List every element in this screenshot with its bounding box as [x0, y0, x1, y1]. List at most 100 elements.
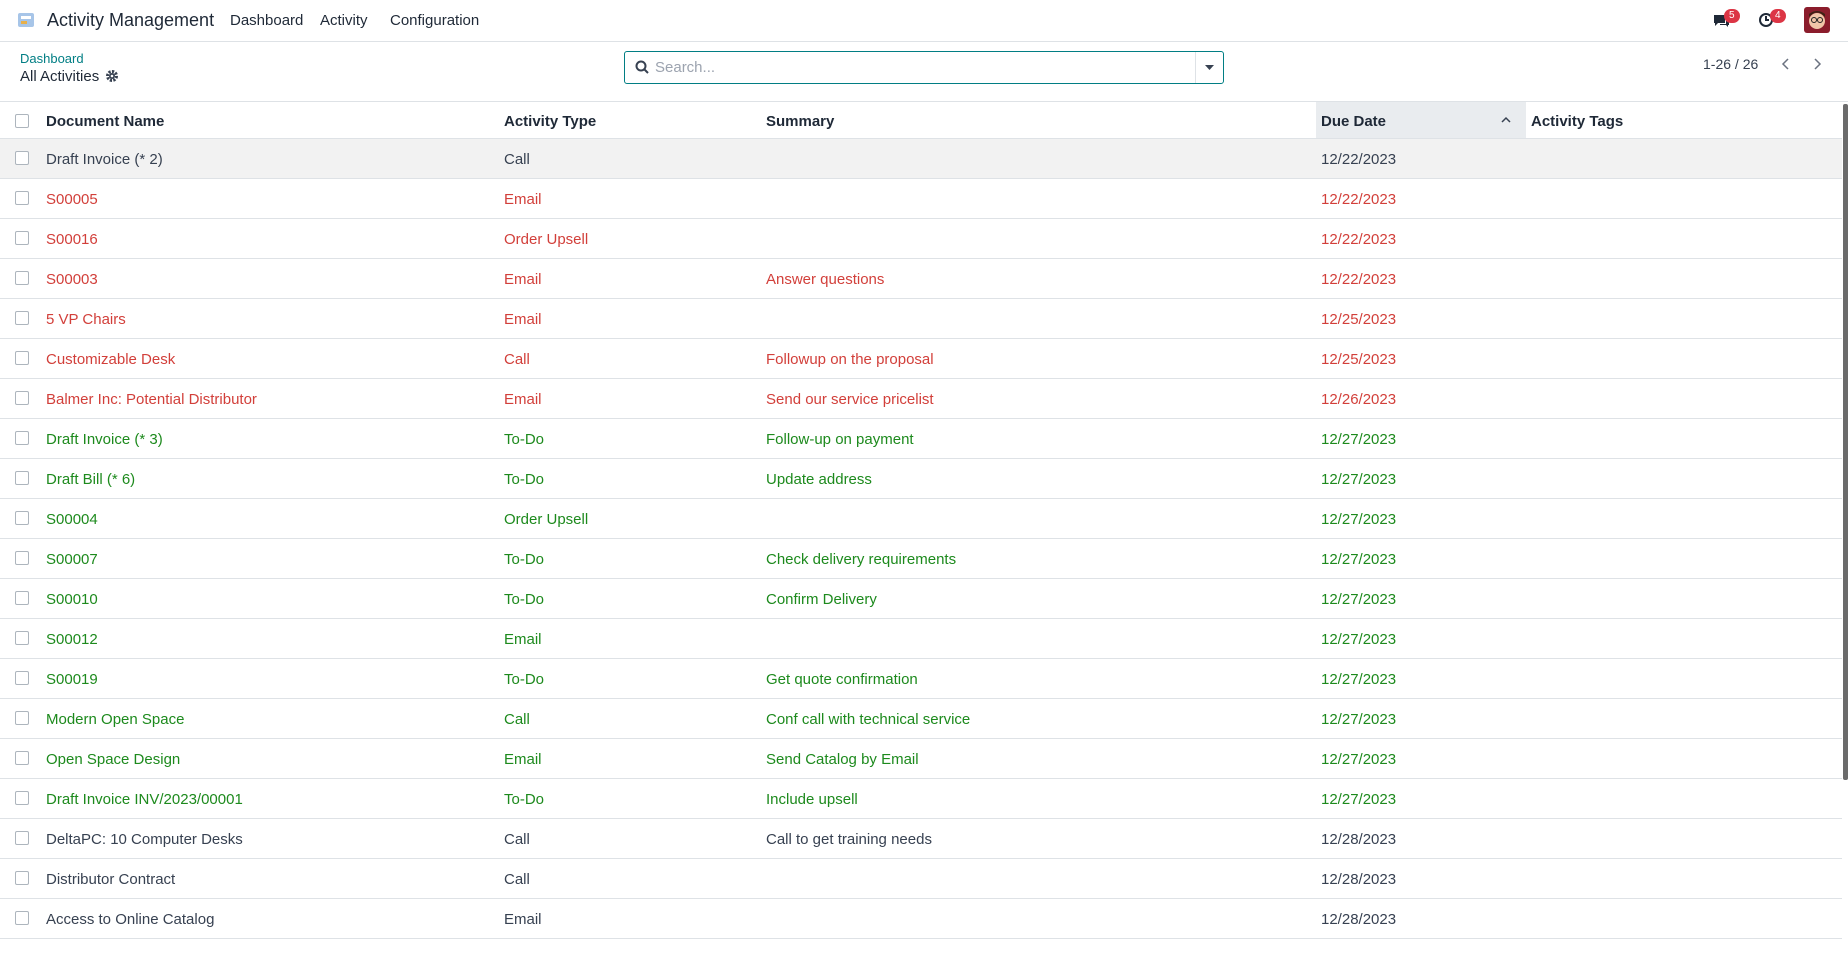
messages-badge: 5 [1724, 9, 1740, 23]
select-all[interactable] [15, 114, 29, 128]
table-row[interactable]: Draft Invoice (* 2) Call 12/22/2023 [0, 139, 1842, 179]
row-checkbox[interactable] [15, 911, 29, 925]
cell-document: Access to Online Catalog [46, 911, 215, 928]
table-row[interactable]: Modern Open Space Call Conf call with tech… [0, 699, 1842, 739]
column-header[interactable]: Summary [766, 113, 835, 130]
dropdown-caret [1205, 65, 1214, 70]
cell-due: 12/27/2023 [1321, 471, 1397, 488]
sorted-column [1316, 102, 1526, 138]
menu-item[interactable]: Activity [320, 12, 368, 29]
settings-icon[interactable] [105, 69, 119, 83]
column-header[interactable]: Due Date [1321, 113, 1387, 130]
cell-document: S00003 [46, 271, 98, 288]
cell-due: 12/27/2023 [1321, 791, 1397, 808]
search-dropdown[interactable] [1195, 52, 1223, 83]
row-checkbox[interactable] [15, 591, 29, 605]
cell-summary: Conf call with technical service [766, 711, 971, 728]
cell-type: Email [504, 311, 542, 328]
row-checkbox[interactable] [15, 831, 29, 845]
row-checkbox[interactable] [15, 551, 29, 565]
table-row[interactable]: Draft Invoice (* 3) To-Do Follow-up on pay… [0, 419, 1842, 459]
column-header[interactable]: Activity Type [504, 113, 597, 130]
cell-due: 12/22/2023 [1321, 231, 1397, 248]
row-checkbox[interactable] [15, 191, 29, 205]
table-row[interactable]: S00003 Email Answer questions 12/22/2023 [0, 259, 1842, 299]
table-row[interactable]: S00012 Email 12/27/2023 [0, 619, 1842, 659]
table-row[interactable]: S00016 Order Upsell 12/22/2023 [0, 219, 1842, 259]
cell-due: 12/27/2023 [1321, 551, 1397, 568]
table-row[interactable]: Draft Invoice INV/2023/00001 To-Do Include… [0, 779, 1842, 819]
row-checkbox[interactable] [15, 311, 29, 325]
cell-document: S00010 [46, 591, 98, 608]
search-box[interactable]: Search... [624, 51, 1224, 84]
table-row[interactable]: S00004 Order Upsell 12/27/2023 [0, 499, 1842, 539]
table-row[interactable]: S00019 To-Do Get quote confirmation 12/27/2… [0, 659, 1842, 699]
search-input[interactable]: Search... [655, 59, 716, 76]
row-checkbox[interactable] [15, 711, 29, 725]
cell-due: 12/27/2023 [1321, 711, 1397, 728]
cell-type: Order Upsell [504, 231, 589, 248]
cell-summary: Check delivery requirements [766, 551, 957, 568]
cell-due: 12/28/2023 [1321, 871, 1397, 888]
app-icon [18, 13, 34, 27]
table-row[interactable]: S00010 To-Do Confirm Delivery 12/27/2023 [0, 579, 1842, 619]
cell-summary: Update address [766, 471, 872, 488]
menu-item[interactable]: Configuration [390, 12, 480, 29]
row-checkbox[interactable] [15, 791, 29, 805]
cell-due: 12/27/2023 [1321, 431, 1397, 448]
row-checkbox[interactable] [15, 151, 29, 165]
cell-type: Email [504, 191, 542, 208]
cell-document: Draft Invoice (* 3) [46, 431, 163, 448]
cell-due: 12/26/2023 [1321, 391, 1397, 408]
avatar[interactable] [1804, 7, 1830, 33]
cell-type: Call [504, 831, 530, 848]
breadcrumb[interactable]: Dashboard [20, 51, 84, 66]
row-checkbox[interactable] [15, 231, 29, 245]
cell-type: Email [504, 391, 542, 408]
row-checkbox[interactable] [15, 671, 29, 685]
cell-type: Order Upsell [504, 511, 589, 528]
table-row[interactable]: Distributor Contract Call 12/28/2023 [0, 859, 1842, 899]
cell-type: Call [504, 711, 530, 728]
row-checkbox[interactable] [15, 871, 29, 885]
cell-type: Email [504, 271, 542, 288]
app-name[interactable]: Activity Management [47, 10, 215, 30]
cell-document: Customizable Desk [46, 351, 176, 368]
table-row[interactable]: Open Space Design Email Send Catalog by Em… [0, 739, 1842, 779]
row-checkbox[interactable] [15, 271, 29, 285]
cell-due: 12/22/2023 [1321, 191, 1397, 208]
menu-item[interactable]: Dashboard [230, 12, 304, 29]
cell-document: Draft Bill (* 6) [46, 471, 136, 488]
cell-due: 12/27/2023 [1321, 591, 1397, 608]
pager: 1-26 / 26 [1703, 56, 1759, 72]
row-checkbox[interactable] [15, 391, 29, 405]
table-row[interactable]: Customizable Desk Call Followup on the pro… [0, 339, 1842, 379]
row-checkbox[interactable] [15, 751, 29, 765]
cell-type: To-Do [504, 791, 545, 808]
cell-document: S00012 [46, 631, 98, 648]
table-row[interactable]: Draft Bill (* 6) To-Do Update address 12/27… [0, 459, 1842, 499]
cell-type: Email [504, 751, 542, 768]
row-checkbox[interactable] [15, 431, 29, 445]
table-row[interactable]: Access to Online Catalog Email 12/28/2023 [0, 899, 1842, 939]
row-checkbox[interactable] [15, 471, 29, 485]
row-checkbox[interactable] [15, 351, 29, 365]
table-row[interactable]: Balmer Inc: Potential Distributor Email Se… [0, 379, 1842, 419]
table-row[interactable]: S00007 To-Do Check delivery requirements 12… [0, 539, 1842, 579]
table-row[interactable]: S00005 Email 12/22/2023 [0, 179, 1842, 219]
cell-summary: Send our service pricelist [766, 391, 934, 408]
scrollbar[interactable] [1843, 104, 1848, 780]
control-panel: Dashboard All Activities 1-26 / 26 [0, 42, 1848, 102]
cell-summary: Get quote confirmation [766, 671, 918, 688]
cell-type: Email [504, 911, 542, 928]
row-checkbox[interactable] [15, 631, 29, 645]
pager-buttons[interactable] [1773, 52, 1833, 76]
cell-due: 12/27/2023 [1321, 511, 1397, 528]
row-checkbox[interactable] [15, 511, 29, 525]
column-header[interactable]: Activity Tags [1531, 113, 1624, 130]
column-header[interactable]: Document Name [46, 113, 165, 130]
cell-type: Call [504, 871, 530, 888]
cell-summary: Include upsell [766, 791, 858, 808]
table-row[interactable]: 5 VP Chairs Email 12/25/2023 [0, 299, 1842, 339]
table-row[interactable]: DeltaPC: 10 Computer Desks Call Call to ge… [0, 819, 1842, 859]
